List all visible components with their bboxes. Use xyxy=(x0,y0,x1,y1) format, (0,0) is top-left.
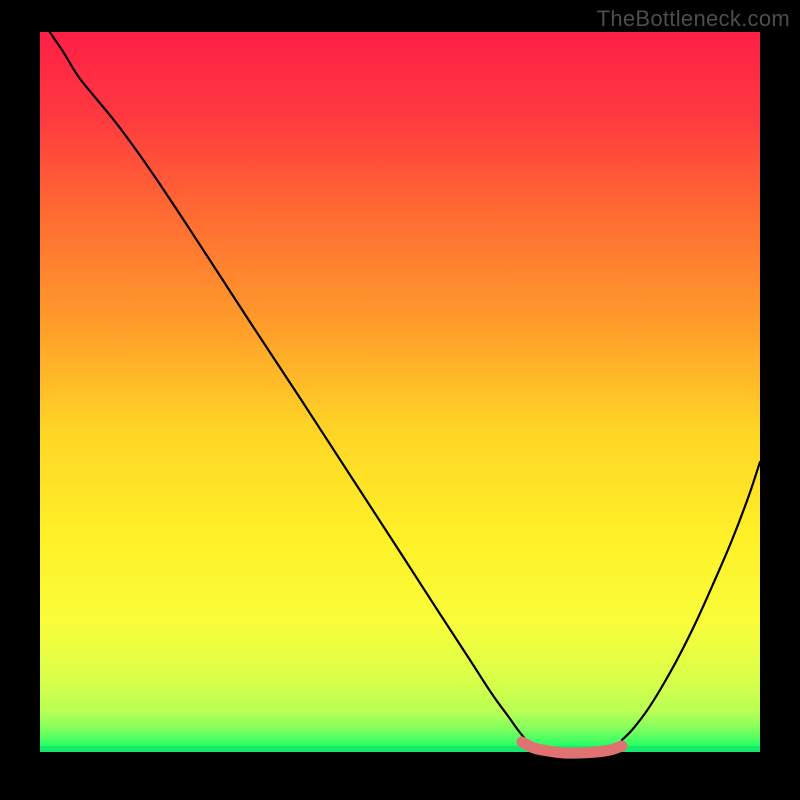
plot-background xyxy=(40,32,760,752)
chart-canvas xyxy=(0,0,800,800)
chart-root: TheBottleneck.com xyxy=(0,0,800,800)
bottom-green-band xyxy=(40,746,760,752)
watermark-text: TheBottleneck.com xyxy=(597,6,790,32)
